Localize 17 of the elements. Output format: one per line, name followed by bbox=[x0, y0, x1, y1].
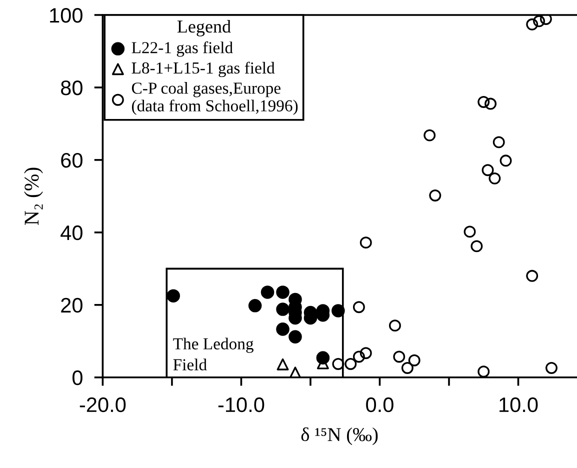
y-axis-title: N₂ (%) bbox=[24, 168, 43, 225]
y-tick-label: 60 bbox=[61, 152, 82, 168]
legend-label: L8-1+L15-1 gas field bbox=[132, 62, 275, 78]
x-tick-label: 0.0 bbox=[366, 397, 394, 412]
legend-label: L22-1 gas field bbox=[132, 41, 233, 57]
legend-label: C-P coal gases,Europe (data from Schoell,1996) bbox=[132, 82, 298, 115]
y-tick-label: 100 bbox=[50, 8, 82, 23]
y-tick-label: 40 bbox=[60, 225, 82, 240]
y-tick-label: 20 bbox=[61, 298, 82, 313]
x-tick-label: -20.0 bbox=[80, 397, 126, 412]
legend-title: Legend bbox=[177, 20, 231, 36]
annotation: The Ledong Field bbox=[173, 338, 254, 370]
y-tick-label: 80 bbox=[60, 80, 82, 96]
x-axis-title: δ ¹⁵N (‰) bbox=[301, 427, 378, 446]
y-tick-label: 0 bbox=[72, 370, 82, 386]
x-tick-label: 10.0 bbox=[500, 397, 538, 412]
x-tick-label: -10.0 bbox=[218, 397, 264, 412]
